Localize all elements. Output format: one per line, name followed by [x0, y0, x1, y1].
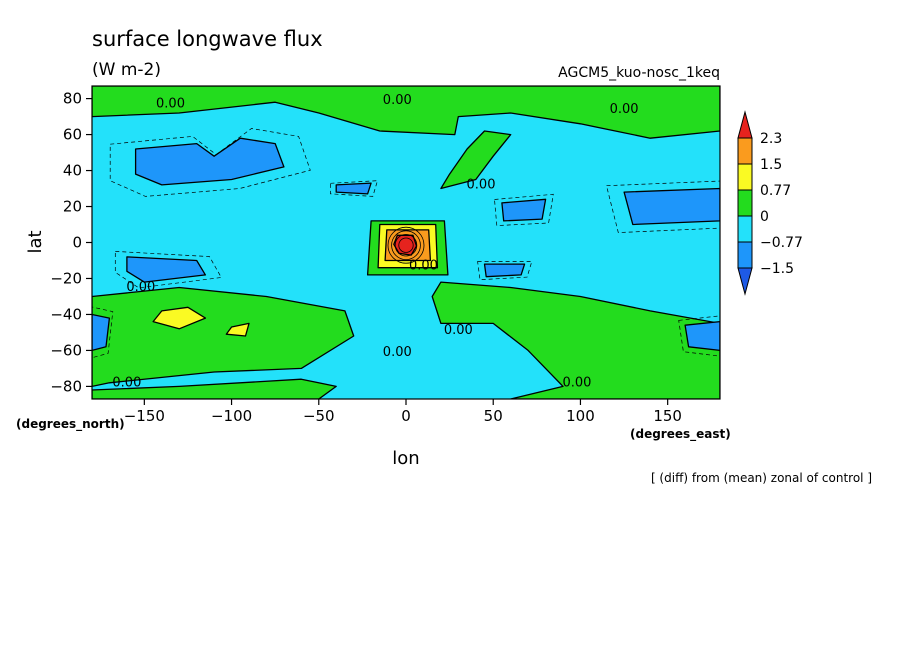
run-label: AGCM5_kuo-nosc_1keq: [558, 65, 720, 81]
contour-fills: [92, 86, 720, 399]
x-tick-label-4: 50: [484, 407, 503, 425]
x-tick-label-5: 100: [566, 407, 595, 425]
contour-region-6: [152, 306, 207, 330]
x-tick-label-3: 0: [401, 407, 411, 425]
negative-contour-5: [92, 306, 114, 359]
contour-label-4: 0.00: [409, 258, 438, 273]
contour-region-13: [335, 182, 372, 195]
center-contour-ring-3: [398, 237, 414, 253]
contour-region-18: [483, 263, 526, 278]
x-tick-label-0: −150: [124, 407, 165, 425]
y-tick-label-0: −80: [50, 377, 82, 395]
colorbar-label-3: 0: [760, 209, 769, 225]
contour-label-1: 0.00: [383, 93, 412, 108]
contour-label-5: 0.00: [126, 280, 155, 295]
x-tick-label-2: −50: [303, 407, 335, 425]
contour-label-2: 0.00: [610, 102, 639, 117]
colorbar-segment-1: [737, 137, 753, 165]
contour-region-14: [501, 198, 547, 222]
center-contour-ring-1: [391, 230, 421, 260]
negative-contour-3: [494, 193, 554, 226]
colorbar-segment-3: [737, 189, 753, 217]
y-tick-label-4: 0: [72, 234, 82, 252]
y-tick-label-1: −60: [50, 341, 82, 359]
colorbar-label-4: −0.77: [760, 235, 803, 251]
y-tick-label-2: −40: [50, 305, 82, 323]
center-contour-ring-0: [387, 226, 425, 264]
negative-contours: [92, 128, 720, 359]
negative-contour-1: [114, 251, 222, 289]
contour-region-2: [92, 378, 337, 399]
negative-contour-2: [330, 180, 378, 197]
x-tick-label-1: −100: [211, 407, 252, 425]
contour-labels: 0.00 0.00 0.00 0.00 0.00 0.00 0.00 0.00 0.00 0.00: [112, 93, 638, 390]
contour-label-6: 0.00: [444, 323, 473, 338]
contour-label-8: 0.00: [112, 375, 141, 390]
colorbar-label-2: 0.77: [760, 183, 791, 199]
y-units-label: (degrees_north): [16, 417, 125, 432]
colorbar-segment-5: [737, 241, 753, 269]
contour-region-7: [225, 322, 250, 337]
y-tick-label-7: 60: [63, 126, 82, 144]
colorbar-segment-4: [737, 215, 753, 243]
contour-region-17: [684, 320, 720, 352]
x-axis-ticks: −150 −100 −50 0 50 100 150: [124, 399, 682, 425]
x-units-label: (degrees_east): [630, 427, 731, 442]
contour-label-9: 0.00: [562, 375, 591, 390]
y-tick-label-8: 80: [63, 90, 82, 108]
contour-region-15: [623, 187, 720, 226]
y-axis-ticks: −80 −60 −40 −20 0 20 40 60 80: [50, 90, 92, 395]
y-axis-label: lat: [25, 230, 46, 253]
colorbar-label-5: −1.5: [760, 261, 794, 277]
contour-region-1: [92, 286, 355, 388]
contour-region-11: [134, 137, 285, 186]
contour-label-0: 0.00: [156, 97, 185, 112]
colorbar-top-arrow: [737, 110, 753, 139]
x-tick-label-6: 150: [653, 407, 682, 425]
colorbar: 2.3 1.5 0.77 0 −0.77 −1.5: [737, 110, 803, 296]
contour-region-3: [431, 281, 720, 399]
center-contour-ring-2: [394, 233, 418, 257]
x-axis-label: lon: [392, 448, 419, 469]
chart-title: surface longwave flux: [92, 27, 323, 51]
colorbar-label-0: 2.3: [760, 131, 782, 147]
chart-subtitle: (W m-2): [92, 60, 161, 80]
negative-contour-6: [678, 315, 720, 357]
negative-contour-4: [606, 180, 720, 233]
y-tick-label-3: −20: [50, 269, 82, 287]
contour-region-4: [440, 130, 512, 190]
colorbar-segment-2: [737, 163, 753, 191]
y-tick-label-5: 20: [63, 198, 82, 216]
contour-region-16: [92, 313, 111, 352]
footer-note: [ (diff) from (mean) zonal of control ]: [651, 471, 872, 485]
contour-label-3: 0.00: [467, 178, 496, 193]
y-tick-label-6: 40: [63, 162, 82, 180]
plot-area: 0.00 0.000.000.000.000.000.000.000.00 0.00…: [50, 85, 721, 425]
colorbar-label-1: 1.5: [760, 157, 782, 173]
negative-contour-7: [477, 261, 533, 281]
contour-region-12: [126, 256, 207, 283]
colorbar-bottom-arrow: [737, 267, 753, 296]
contour-label-7: 0.00: [383, 345, 412, 360]
contour-region-0: [92, 86, 720, 139]
